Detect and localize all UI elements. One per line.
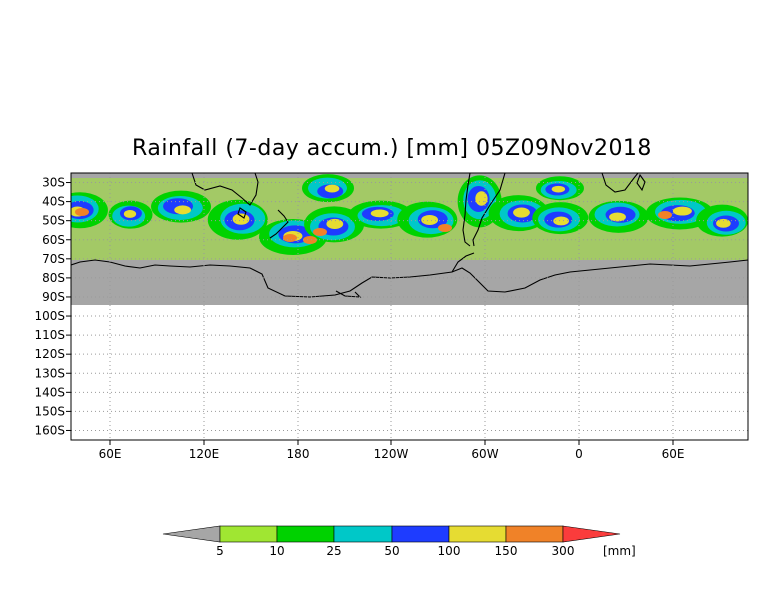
rain-cell: [672, 206, 692, 216]
latitude-label: 30S: [42, 176, 65, 190]
latitude-label: 50S: [42, 214, 65, 228]
south-america-coast-west: [462, 173, 471, 247]
colorbar-cell: [505, 525, 564, 543]
colorbar-cell-below-min: [162, 525, 221, 543]
madagascar-coast: [636, 173, 646, 192]
longitude-label: 120E: [189, 447, 220, 461]
latitude-label: 100S: [34, 309, 65, 323]
rain-cell: [370, 209, 389, 218]
latitude-label: 150S: [34, 404, 65, 418]
colorbar-tick-label: 5: [216, 544, 224, 558]
latitude-label: 60S: [42, 233, 65, 247]
latitude-label: 80S: [42, 271, 65, 285]
rain-cell: [324, 184, 340, 193]
south-america-coast-east: [472, 173, 506, 247]
colorbar-cell: [219, 525, 278, 543]
longitude-axis: 60E 120E 180 120W 60W 0 60E: [99, 440, 685, 461]
colorbar-cell: [276, 525, 335, 543]
rainfall-field: [71, 174, 748, 260]
colorbar-tick-label: 10: [269, 544, 284, 558]
colorbar-cell: [333, 525, 393, 543]
rain-cell: [475, 191, 488, 206]
rain-cell: [551, 185, 566, 193]
latitude-label: 70S: [42, 252, 65, 266]
antarctic-peninsula: [451, 252, 475, 273]
latitude-axis: 30S 40S 50S 60S 70S 80S 90S 100S 110S 120S 130S 140…: [34, 176, 71, 437]
latitude-label: 40S: [42, 195, 65, 209]
colorbar-cell: [448, 525, 507, 543]
longitude-label: 60E: [99, 447, 122, 461]
rain-cell: [421, 214, 439, 226]
latitude-label: 160S: [34, 423, 65, 437]
latitude-label: 110S: [34, 328, 65, 342]
longitude-label: 120W: [374, 447, 409, 461]
colorbar-cells: [162, 525, 621, 543]
colorbar-tick-label: 150: [495, 544, 518, 558]
rain-cell-heavy: [658, 211, 672, 219]
latitude-label: 130S: [34, 366, 65, 380]
new-zealand-coast: [269, 209, 289, 239]
rain-cell-heavy: [283, 234, 297, 242]
rain-cell: [609, 212, 626, 222]
rain-cell: [174, 205, 192, 215]
rain-cell: [123, 210, 137, 218]
latitude-label: 120S: [34, 347, 65, 361]
rain-cell-heavy: [75, 208, 89, 216]
australia-coast: [191, 173, 259, 206]
rain-cell: [513, 207, 530, 218]
tasmania-coast: [237, 207, 247, 219]
rain-cell: [326, 218, 344, 229]
colorbar: 5 10 25 50 100 150 300 [mm]: [162, 525, 636, 558]
colorbar-tick-label: 300: [552, 544, 575, 558]
latitude-label: 90S: [42, 290, 65, 304]
ross-ice-shelf: [335, 290, 362, 298]
rain-cell-heavy: [313, 228, 327, 236]
colorbar-tick-label: 50: [384, 544, 399, 558]
rain-cell-heavy: [303, 236, 317, 244]
africa-coast: [601, 173, 639, 193]
colorbar-tick-label: 25: [326, 544, 341, 558]
map-plot-area: [71, 173, 748, 440]
colorbar-labels: 5 10 25 50 100 150 300: [216, 544, 574, 558]
map-frame: [70, 172, 749, 441]
longitude-label: 60W: [471, 447, 498, 461]
map-title: Rainfall (7-day accum.) [mm] 05Z09Nov201…: [132, 136, 652, 161]
rain-cell: [232, 213, 250, 225]
colorbar-unit: [mm]: [603, 544, 636, 558]
colorbar-cell: [391, 525, 450, 543]
rain-cell-heavy: [438, 224, 452, 232]
latitude-label: 140S: [34, 385, 65, 399]
longitude-label: 180: [287, 447, 310, 461]
colorbar-cell-above-max: [562, 525, 621, 543]
longitude-label: 60E: [662, 447, 685, 461]
longitude-label: 0: [575, 447, 583, 461]
empty-region: [71, 305, 748, 440]
grid-lines: [71, 173, 748, 440]
rain-cell: [553, 216, 569, 226]
colorbar-tick-label: 100: [438, 544, 461, 558]
